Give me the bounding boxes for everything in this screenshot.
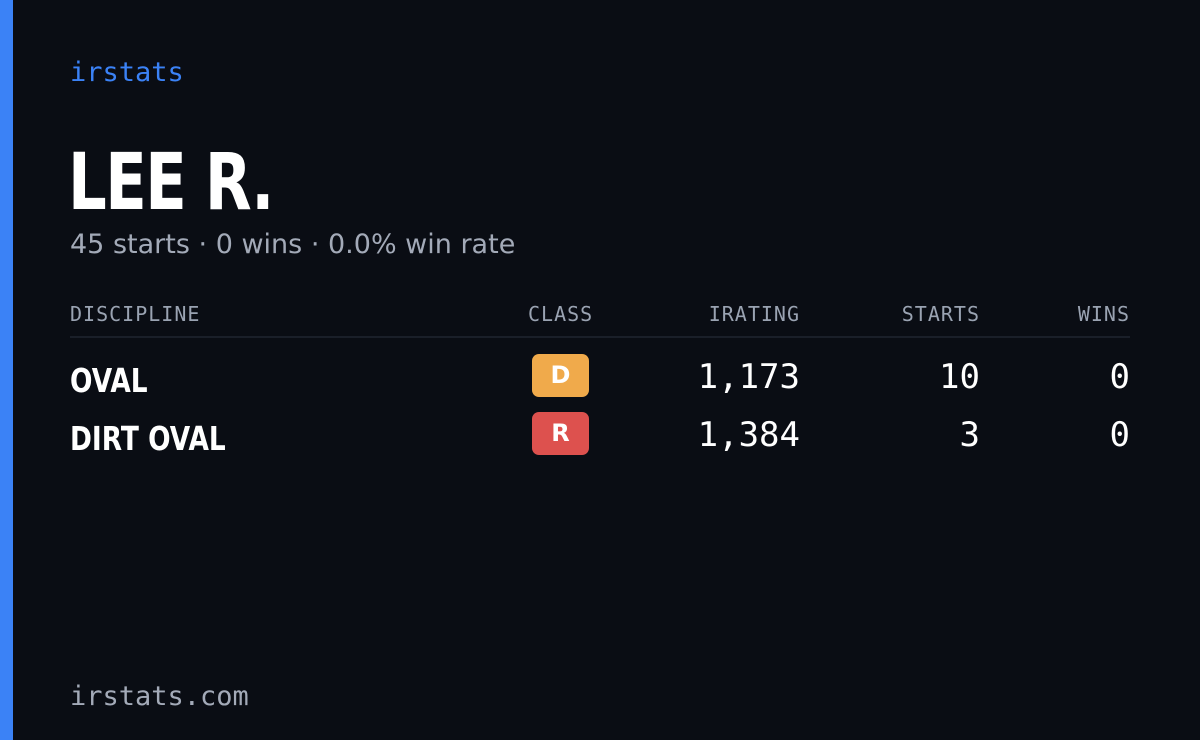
starts-count: 45 starts	[70, 229, 190, 260]
discipline-cell: DIRT OVAL	[70, 419, 226, 458]
class-badge: D	[532, 354, 589, 397]
header-class: CLASS	[528, 302, 594, 326]
starts-cell: 10	[939, 357, 980, 397]
header-discipline: DISCIPLINE	[70, 302, 201, 326]
header-irating: IRATING	[708, 302, 800, 326]
footer-link[interactable]: irstats.com	[70, 681, 249, 712]
irating-cell: 1,384	[697, 415, 800, 455]
header-wins: WINS	[1077, 302, 1130, 326]
win-rate: 0.0% win rate	[328, 229, 516, 260]
starts-cell: 3	[959, 415, 980, 455]
driver-name: LEE R.	[68, 138, 274, 228]
wins-cell: 0	[1109, 357, 1130, 397]
wins-count: 0 wins	[215, 229, 303, 260]
separator: ·	[198, 229, 208, 260]
wins-cell: 0	[1109, 415, 1130, 455]
driver-summary: 45 starts · 0 wins · 0.0% win rate	[70, 228, 515, 262]
separator: ·	[310, 229, 320, 260]
class-badge: R	[532, 412, 589, 455]
table-row: OVAL D 1,173 10 0	[70, 354, 1130, 404]
discipline-cell: OVAL	[70, 361, 148, 400]
stats-table: DISCIPLINE CLASS IRATING STARTS WINS OVA…	[70, 298, 1130, 458]
table-row: DIRT OVAL R 1,384 3 0	[70, 412, 1130, 462]
table-header: DISCIPLINE CLASS IRATING STARTS WINS	[70, 298, 1130, 338]
brand-logo[interactable]: irstats	[70, 57, 184, 88]
accent-bar	[0, 0, 13, 740]
header-starts: STARTS	[901, 302, 980, 326]
irating-cell: 1,173	[697, 357, 800, 397]
